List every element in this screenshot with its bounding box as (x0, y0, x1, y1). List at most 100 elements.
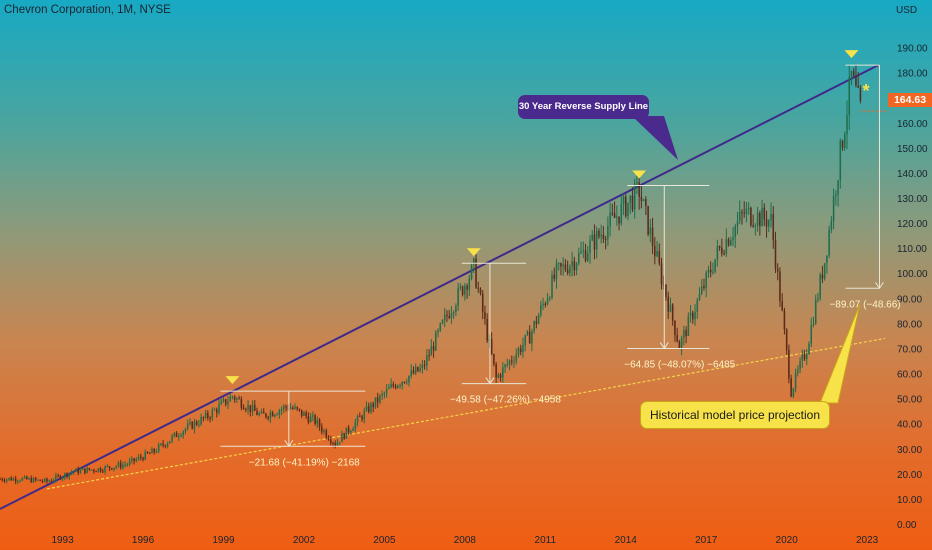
candle-body (839, 140, 842, 181)
candle-body (723, 253, 725, 255)
candle-body (850, 71, 853, 77)
candle-body (218, 404, 220, 413)
candle-body (289, 407, 292, 409)
candle-body (61, 477, 64, 480)
candle-body (698, 293, 701, 300)
candle-body (122, 464, 124, 468)
candle-body (712, 271, 714, 273)
candle-body (367, 406, 370, 413)
candle-body (211, 410, 214, 419)
candle-body (743, 212, 745, 214)
y-tick-label: 150.00 (897, 144, 928, 155)
candle-body (410, 370, 412, 376)
candle-body (430, 346, 433, 356)
candle-body (249, 405, 252, 412)
candle-body (540, 305, 542, 316)
candle-body (718, 246, 721, 248)
candle-body (124, 464, 126, 466)
candle-body (390, 384, 392, 388)
candle-body (191, 422, 193, 429)
y-tick-label: 140.00 (897, 169, 928, 180)
candle-body (531, 331, 533, 344)
y-tick-label: 80.00 (897, 319, 922, 330)
measurement-label: −64.85 (−48.07%) −6485 (624, 359, 735, 370)
peak-marker-icon (225, 376, 240, 385)
candle-body (776, 268, 779, 272)
x-tick-label: 2023 (856, 535, 879, 546)
candle-body (477, 287, 480, 289)
candle-body (388, 387, 390, 389)
candle-body (714, 259, 716, 272)
candle-body (8, 477, 10, 480)
candle-body (730, 240, 732, 246)
candle-body (464, 285, 466, 295)
candle-body (481, 293, 484, 313)
candle-body (43, 478, 46, 482)
candle-body (589, 240, 591, 254)
candle-body (3, 480, 6, 482)
candle-body (745, 208, 748, 214)
candle-body (647, 205, 649, 235)
candle-body (732, 237, 734, 241)
candle-body (510, 360, 513, 362)
candle-body (591, 234, 594, 241)
candle-body (721, 247, 723, 254)
candle-body (131, 458, 133, 461)
candle-body (81, 468, 84, 470)
candle-body (747, 207, 750, 209)
candle-body (28, 478, 30, 480)
candle-body (271, 412, 274, 417)
y-tick-label: 190.00 (897, 44, 928, 55)
candle-body (55, 475, 57, 481)
candle-body (280, 409, 283, 411)
candle-body (312, 415, 314, 417)
candle-body (151, 448, 153, 454)
candle-body (763, 207, 766, 220)
candle-body (285, 405, 287, 408)
candle-body (466, 285, 468, 290)
x-tick-label: 2008 (454, 535, 477, 546)
candle-body (303, 412, 305, 416)
candle-body (278, 410, 281, 415)
candle-body (727, 239, 730, 246)
candle-body (128, 460, 131, 465)
candle-body (837, 180, 839, 195)
candle-body (582, 250, 585, 252)
candle-body (649, 227, 652, 235)
x-tick-label: 2017 (695, 535, 718, 546)
candle-body (504, 364, 506, 368)
candle-body (785, 329, 788, 350)
candle-body (204, 412, 207, 418)
candle-body (768, 220, 770, 227)
x-tick-label: 2002 (293, 535, 316, 546)
candle-body (236, 398, 238, 400)
candle-body (665, 284, 667, 297)
candle-body (843, 134, 846, 148)
candle-body (459, 286, 462, 288)
candle-body (376, 397, 379, 403)
candle-body (213, 409, 216, 411)
candle-body (566, 269, 569, 274)
candle-body (435, 332, 437, 351)
candle-body (548, 297, 551, 299)
candle-body (826, 255, 828, 264)
candle-body (1, 478, 4, 481)
candle-body (291, 407, 294, 409)
candle-body (59, 475, 62, 480)
candle-body (108, 466, 111, 469)
candle-body (761, 207, 763, 227)
candle-body (537, 315, 540, 324)
candle-body (828, 229, 830, 256)
candle-body (164, 445, 167, 447)
candle-body (794, 372, 797, 389)
candle-body (193, 421, 196, 429)
candle-body (598, 230, 600, 237)
candle-body (535, 321, 538, 324)
candle-body (817, 298, 819, 300)
y-tick-label: 120.00 (897, 219, 928, 230)
candle-body (307, 416, 310, 423)
candle-body (233, 396, 236, 400)
candle-body (365, 406, 368, 411)
candle-body (846, 115, 848, 135)
candle-body (220, 401, 223, 405)
